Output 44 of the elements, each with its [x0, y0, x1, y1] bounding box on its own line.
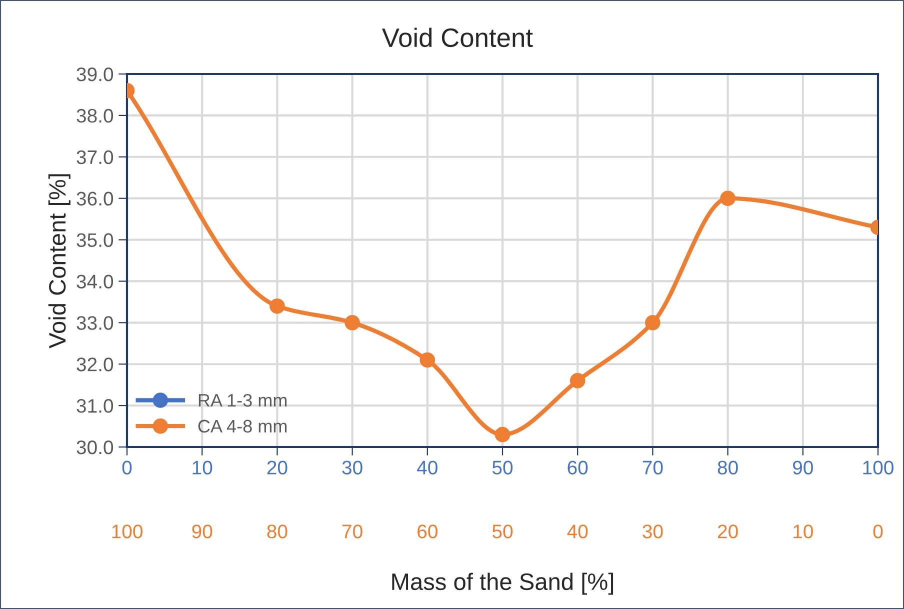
x2-tick-label: 20 — [718, 524, 738, 538]
y-tick-label: 34.0 — [76, 274, 114, 288]
x2-tick-label: 50 — [492, 524, 513, 538]
x2-tick-label: 60 — [418, 524, 438, 538]
x2-tick-label: 30 — [642, 524, 663, 538]
point — [645, 315, 660, 330]
x2-tick-label: 70 — [342, 524, 362, 538]
y-tick-label: 32.0 — [76, 358, 114, 372]
point — [344, 315, 360, 330]
x-tick-label: 80 — [718, 460, 738, 474]
chart-title: Void Content — [382, 28, 533, 48]
x2-tick-label: 40 — [567, 524, 588, 538]
y-tick-label: 37.0 — [76, 150, 114, 164]
y-tick-label: 33.0 — [76, 316, 114, 330]
point — [720, 190, 736, 206]
y-tick-label: 31.0 — [76, 399, 114, 413]
x-tick-label: 10 — [192, 460, 212, 474]
x-axis-title: Mass of the Sand [%] — [392, 572, 614, 595]
y-tick-label: 38.0 — [76, 108, 114, 123]
x-tick-label: 50 — [492, 460, 513, 474]
point — [420, 352, 436, 368]
x2-tick-label: 80 — [267, 524, 288, 538]
x2-tick-label: 100 — [112, 524, 142, 538]
legend-label: RA 1-3 mm — [198, 394, 287, 407]
x-tick-label: 100 — [863, 460, 894, 474]
y-tick-label: 35.0 — [76, 233, 114, 248]
legend-label: CA 4-8 mm — [198, 420, 287, 433]
point — [494, 426, 510, 442]
point — [570, 373, 586, 388]
x-tick-label: 40 — [417, 460, 438, 474]
y-tick-label: 39.0 — [76, 67, 114, 82]
y-tick-label: 30.0 — [76, 440, 114, 454]
x2-tick-label: 0 — [873, 524, 883, 538]
x-tick-label: 20 — [267, 460, 288, 474]
y-tick-label: 36.0 — [76, 192, 114, 206]
x-tick-label: 90 — [793, 460, 813, 474]
x-tick-label: 60 — [568, 460, 588, 474]
x-tick-label: 30 — [342, 460, 362, 474]
x2-tick-label: 10 — [794, 524, 813, 538]
x-tick-label: 70 — [642, 460, 663, 474]
x2-tick-label: 90 — [192, 524, 212, 538]
y-axis-title: Void Content [%] — [48, 174, 70, 348]
x-tick-label: 0 — [122, 460, 132, 474]
point — [270, 298, 285, 314]
